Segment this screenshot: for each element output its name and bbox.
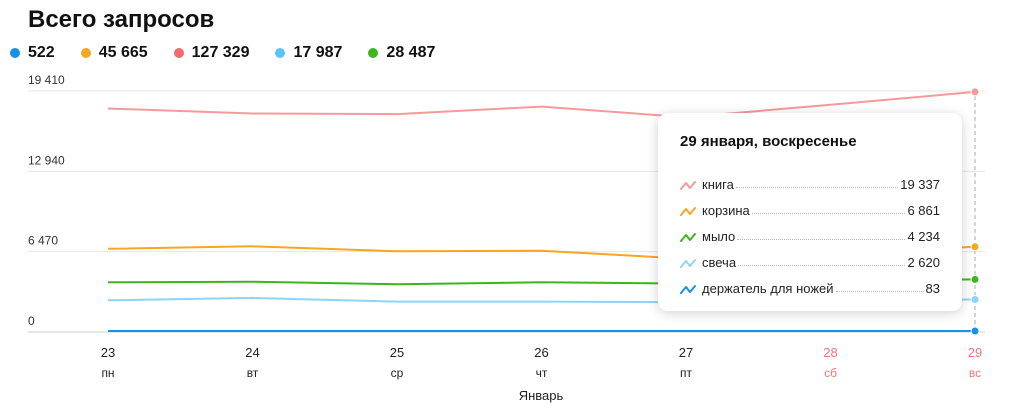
legend-item-2[interactable]: 45 665 xyxy=(80,44,148,62)
highlight-point-5 xyxy=(970,326,980,336)
tooltip-row: мыло 4 234 xyxy=(680,218,940,244)
y-tick-label: 6 470 xyxy=(28,234,58,248)
x-tick-sublabel: ср xyxy=(391,366,404,380)
squiggle-line-icon xyxy=(680,207,696,216)
squiggle-line-icon xyxy=(680,233,696,242)
x-tick-label: 29 xyxy=(968,345,982,360)
legend-value: 522 xyxy=(28,44,55,61)
tooltip-row-label: корзина xyxy=(702,203,750,218)
tooltip-row: держатель для ножей 83 xyxy=(680,270,940,296)
y-tick-label: 12 940 xyxy=(28,153,65,167)
legend-dot-icon xyxy=(275,48,286,58)
series-line-1 xyxy=(107,90,976,119)
legend-value: 45 665 xyxy=(98,44,148,61)
x-tick-sublabel: вс xyxy=(969,366,981,380)
chart-title: Всего запросов xyxy=(28,6,215,33)
x-tick-label: 25 xyxy=(390,345,404,360)
legend-item-3[interactable]: 127 329 xyxy=(173,44,250,62)
legend-value: 127 329 xyxy=(191,44,250,61)
x-tick-label: 28 xyxy=(823,345,837,360)
squiggle-line-icon xyxy=(680,285,696,294)
tooltip-row-leader xyxy=(751,213,906,214)
legend-dot-icon xyxy=(10,48,20,58)
x-tick-sublabel: пт xyxy=(680,366,692,380)
legend-item-1[interactable]: 522 xyxy=(10,44,55,62)
squiggle-line-icon xyxy=(680,259,696,268)
tooltip-rows: книга 19 337 корзина 6 861 мыло 4 234 свеча 2 6… xyxy=(680,166,940,296)
tooltip-row-leader xyxy=(738,265,906,266)
tooltip-row: книга 19 337 xyxy=(680,166,940,192)
legend-value: 17 987 xyxy=(293,44,343,61)
tooltip-row: корзина 6 861 xyxy=(680,192,940,218)
tooltip-row-label: книга xyxy=(702,177,734,192)
highlight-point-2 xyxy=(970,242,980,252)
tooltip-row-value: 4 234 xyxy=(907,229,940,244)
highlight-point-1 xyxy=(970,87,980,97)
tooltip: 29 января, воскресенье книга 19 337 корзин… xyxy=(658,113,962,311)
y-tick-label: 19 410 xyxy=(28,73,65,87)
tooltip-row-value: 83 xyxy=(925,281,940,296)
legend-dot-icon xyxy=(368,48,379,58)
tooltip-row-value: 19 337 xyxy=(900,177,940,192)
x-tick-label: 23 xyxy=(101,345,115,360)
legend-dot-icon xyxy=(173,48,184,58)
legend-item-4[interactable]: 17 987 xyxy=(275,44,342,62)
tooltip-title: 29 января, воскресенье xyxy=(680,133,857,150)
tooltip-row-leader xyxy=(835,291,924,292)
x-tick-label: 27 xyxy=(679,345,693,360)
legend-value: 28 487 xyxy=(386,44,436,61)
tooltip-row-value: 2 620 xyxy=(907,255,940,270)
x-tick-sublabel: сб xyxy=(824,366,837,380)
x-tick-sublabel: чт xyxy=(536,366,548,380)
tooltip-row-label: держатель для ножей xyxy=(702,281,834,296)
legend: 522 45 665 127 329 17 987 28 487 xyxy=(10,44,461,62)
y-tick-label: 0 xyxy=(28,314,35,328)
tooltip-row-label: мыло xyxy=(702,229,736,244)
legend-dot-icon xyxy=(80,48,91,58)
x-tick-label: 26 xyxy=(534,345,548,360)
tooltip-row-value: 6 861 xyxy=(907,203,940,218)
tooltip-row-leader xyxy=(735,187,899,188)
squiggle-line-icon xyxy=(680,181,696,190)
highlight-point-3 xyxy=(970,274,980,284)
tooltip-row-leader xyxy=(737,239,906,240)
legend-item-5[interactable]: 28 487 xyxy=(368,44,435,62)
x-tick-label: 24 xyxy=(245,345,259,360)
x-tick-sublabel: пн xyxy=(101,366,114,380)
highlight-point-4 xyxy=(970,294,980,304)
x-axis-label: Январь xyxy=(519,388,564,403)
tooltip-row: свеча 2 620 xyxy=(680,244,940,270)
tooltip-row-label: свеча xyxy=(702,255,737,270)
x-tick-sublabel: вт xyxy=(247,366,259,380)
